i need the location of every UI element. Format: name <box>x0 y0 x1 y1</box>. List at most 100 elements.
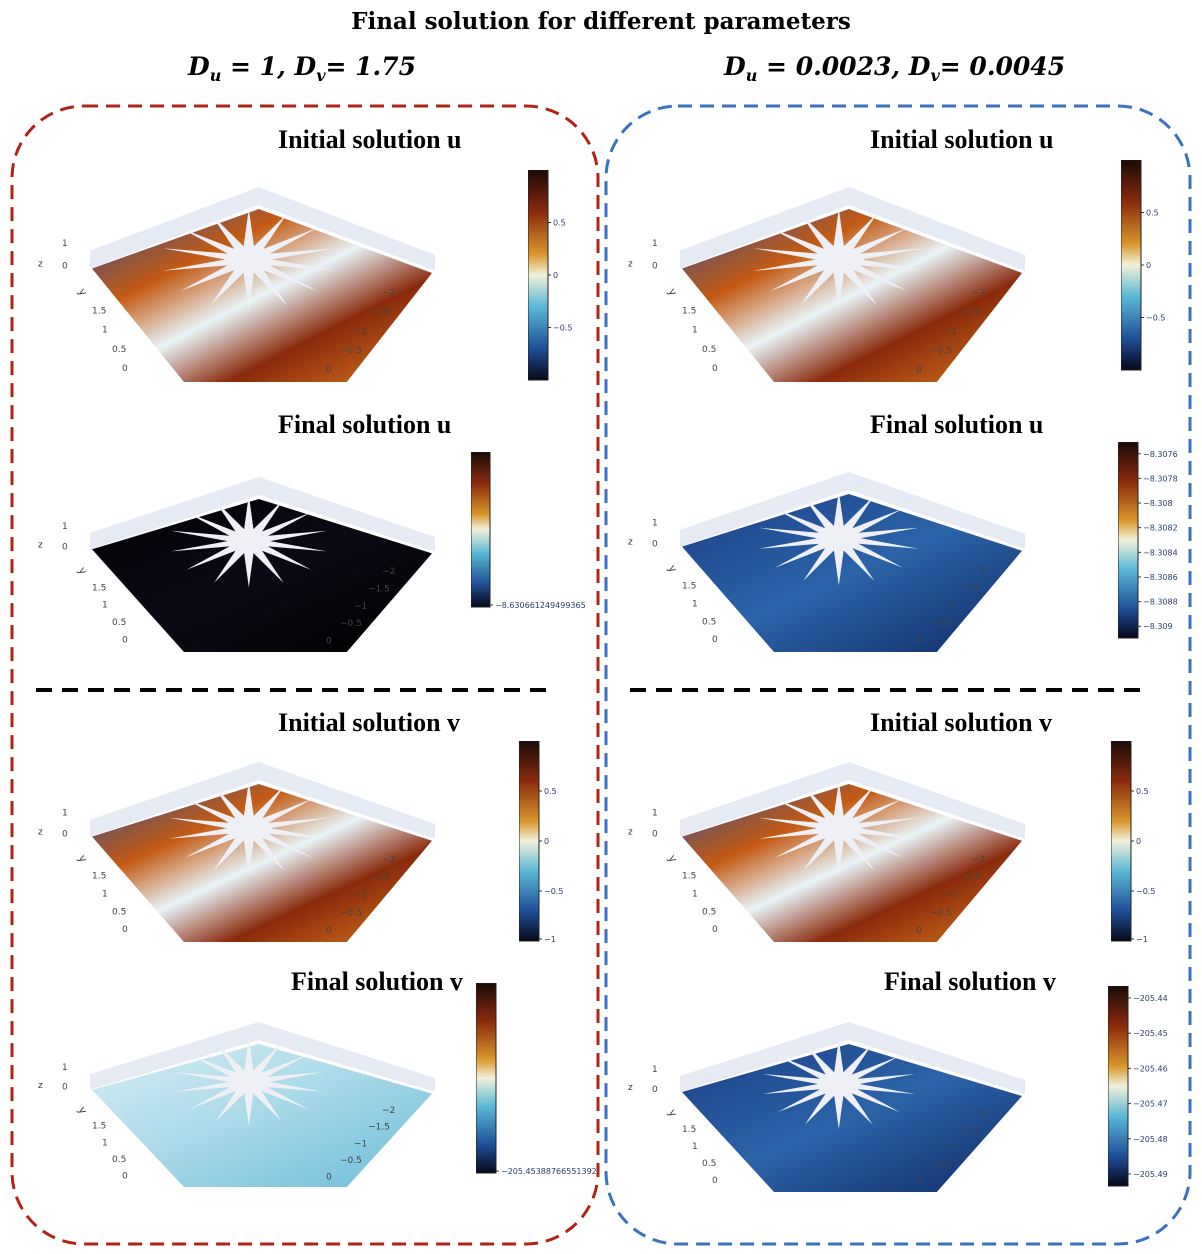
y-axis-label: y <box>665 563 680 576</box>
x-tick: −2 <box>382 289 395 299</box>
z-tick: 1 <box>62 1063 68 1073</box>
z-tick: 0 <box>652 262 658 272</box>
colorbar-initial_v: 0.5 0 −0.5 −1 <box>1111 741 1155 944</box>
back-wall <box>90 477 435 552</box>
surface-plot-final_v[interactable]: z 1 0 y1.5 1 0.5 0 −2 −1.5−1 −0.5 0 <box>30 1000 470 1195</box>
panel-title-initial_u: Initial solution u <box>870 125 1054 154</box>
panel-title-final_u: Final solution u <box>278 410 452 439</box>
colorbar-gradient <box>476 983 497 1174</box>
x-tick: −1 <box>944 601 957 611</box>
dv-subscript: v <box>930 66 940 85</box>
y-tick: 0 <box>712 925 718 935</box>
star-hole <box>163 208 335 311</box>
colorbar-tick: −205.49 <box>1133 1170 1168 1179</box>
z-tick: 1 <box>62 809 68 819</box>
y-tick: 1 <box>692 599 698 609</box>
y-axis-label: y <box>665 853 680 866</box>
surface-fill <box>92 784 432 942</box>
x-tick: −1.5 <box>958 583 980 593</box>
z-tick: 0 <box>652 1085 658 1095</box>
y-tick: 0.5 <box>702 617 716 627</box>
x-tick: 0 <box>326 365 332 375</box>
left-group-border <box>10 104 600 1246</box>
colorbar-tick: −8.3086 <box>1143 573 1178 582</box>
x-tick: −1 <box>354 1139 367 1149</box>
x-tick: −0.5 <box>930 1160 952 1170</box>
colorbar-initial_v: 0.5 0 −0.5 −1 <box>519 741 563 944</box>
colorbar-final_u: −8.3076 −8.3078 −8.308 −8.3082 −8.3084 −8.308… <box>1118 442 1178 639</box>
surface-plot-initial_u[interactable]: z 1 0 y1.5 1 0.5 0 −2 −1.5−1 −0.5 0 <box>620 165 1060 390</box>
colorbar-gradient <box>519 741 540 942</box>
y-tick: 1 <box>102 1138 108 1148</box>
du-subscript: u <box>209 66 222 85</box>
colorbar-final_u: −8.630661249499365 <box>471 452 586 610</box>
y-axis-label: y <box>75 1104 90 1117</box>
star-hole <box>174 1038 323 1126</box>
colorbar-tick: −1 <box>544 935 556 944</box>
star-hole <box>169 781 329 876</box>
surface-plot-initial_v[interactable]: z 1 0 y1.5 1 0.5 0 −2 −1.5−1 −0.5 0 <box>30 740 470 950</box>
colorbar-tick: 0.5 <box>544 787 557 796</box>
x-tick: −2 <box>382 1106 395 1116</box>
z-axis-label: z <box>38 259 43 269</box>
x-tick: −1.5 <box>958 1126 980 1136</box>
y-axis-label: y <box>75 565 90 578</box>
z-axis-label: z <box>38 828 43 838</box>
x-tick: −1.5 <box>368 873 390 883</box>
surface-plot-initial_v[interactable]: z 1 0 y1.5 1 0.5 0 −2 −1.5−1 −0.5 0 <box>620 740 1060 950</box>
surface-plot-final_u[interactable]: z 1 0 y1.5 1 0.5 0 −2 −1.5−1 −0.5 0 <box>620 450 1060 660</box>
surface-fill <box>682 494 1022 652</box>
panel-title-final_v: Final solution v <box>291 967 463 996</box>
x-tick: −1 <box>354 891 367 901</box>
y-tick: 1.5 <box>682 1125 696 1135</box>
surface-plot-final_v[interactable]: z 1 0 y1.5 1 0.5 0 −2 −1.5−1 −0.5 0 <box>620 1000 1060 1200</box>
surface-plot-initial_u[interactable]: z 1 0 y1.5 1 0.5 0 −2 −1.5−1 −0.5 0 <box>30 165 470 390</box>
dv-value: 0.0045 <box>969 52 1066 81</box>
y-tick: 0 <box>712 364 718 374</box>
colorbar-gradient <box>528 170 549 381</box>
y-tick: 0 <box>122 1171 128 1181</box>
x-tick: −2 <box>972 1109 985 1119</box>
x-tick: 0 <box>916 926 922 936</box>
x-tick: 0 <box>916 365 922 375</box>
x-tick: −2 <box>972 289 985 299</box>
figure-title: Final solution for different parameters <box>351 8 851 35</box>
z-axis-label: z <box>628 828 633 838</box>
x-tick: −2 <box>382 855 395 865</box>
surface-fill <box>682 784 1022 942</box>
z-axis-label: z <box>628 259 633 269</box>
x-tick: 0 <box>916 636 922 646</box>
du-value: 1 <box>259 52 278 81</box>
colorbar-tick: −8.3082 <box>1143 524 1178 533</box>
colorbar-tick: −8.630661249499365 <box>495 601 586 610</box>
z-tick: 1 <box>652 239 658 249</box>
x-tick: −1 <box>354 602 367 612</box>
z-tick: 0 <box>62 1083 68 1093</box>
colorbar-tick: −205.44 <box>1133 994 1168 1003</box>
z-axis-label: z <box>628 1083 633 1093</box>
z-axis-label: z <box>628 538 633 548</box>
y-tick: 0.5 <box>112 1155 126 1165</box>
x-tick: −1.5 <box>368 1123 390 1133</box>
colorbar-tick: −205.46 <box>1133 1064 1168 1073</box>
colorbar-initial_u: 0.5 0 −0.5 <box>528 170 572 381</box>
surface-plot-final_u[interactable]: z 1 0 y1.5 1 0.5 0 −2 −1.5−1 −0.5 0 <box>30 455 470 660</box>
y-tick: 1.5 <box>92 872 106 882</box>
star-hole <box>759 491 919 586</box>
colorbar-tick: −1 <box>1136 935 1148 944</box>
y-tick: 0 <box>712 635 718 645</box>
panel-title-final_v: Final solution v <box>884 967 1056 996</box>
colorbar-gradient <box>1118 442 1139 639</box>
colorbar-final_v: −205.45388766551392 <box>476 983 596 1176</box>
colorbar-tick: −0.5 <box>553 324 572 333</box>
colorbar-tick: −8.3076 <box>1143 450 1178 459</box>
y-axis-label: y <box>75 853 90 866</box>
colorbar-tick: −205.47 <box>1133 1100 1168 1109</box>
right-group-border <box>604 104 1192 1246</box>
x-tick: 0 <box>326 1172 332 1182</box>
y-axis-label: y <box>75 286 90 299</box>
colorbar-tick: −8.308 <box>1143 499 1173 508</box>
z-tick: 1 <box>62 522 68 532</box>
y-tick: 1 <box>692 889 698 899</box>
